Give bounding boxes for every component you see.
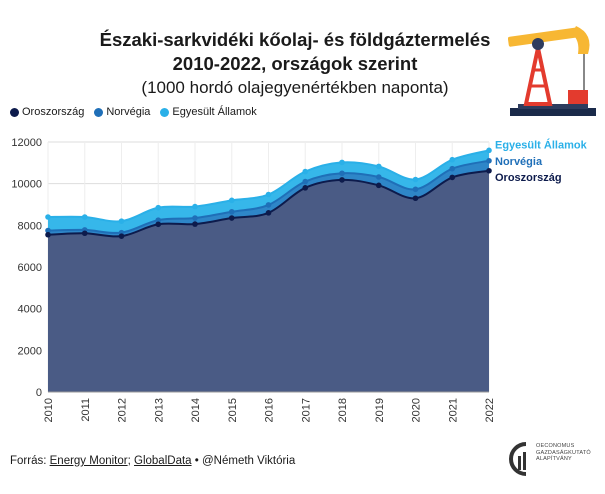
point-russia-2021	[449, 174, 456, 181]
point-usa-2021	[449, 156, 456, 163]
source-author: • @Németh Viktória	[194, 455, 296, 467]
x-tick-label: 2012	[117, 398, 129, 422]
oil-pump-icon	[508, 26, 596, 116]
point-usa-2010	[45, 214, 51, 220]
source-link-globaldata[interactable]: GlobalData	[134, 455, 192, 467]
point-usa-2019	[375, 163, 382, 170]
logo-line-1: OECONOMUS	[536, 443, 575, 449]
chart-subtitle: 2010-2022, országok szerint	[172, 53, 418, 74]
point-usa-2014	[192, 203, 198, 210]
logo-text: OECONOMUS GAZDASÁGKUTATÓ ALAPÍTVÁNY	[536, 443, 591, 463]
point-usa-2017	[302, 168, 309, 175]
legend-label-usa: Egyesült Államok	[172, 106, 257, 118]
chart-canvas: 0 2000 4000 6000 8000 10000 12000 2010 2011 2012 2…	[11, 137, 588, 422]
legend-item-norway: Norvégia	[94, 106, 150, 118]
x-tick-label: 2016	[264, 398, 276, 422]
point-russia-2016	[265, 210, 272, 216]
legend-dot-russia	[10, 107, 19, 117]
legend-label-russia: Oroszország	[22, 106, 85, 118]
chart-title: Északi-sarkvidéki kőolaj- és földgázterm…	[99, 29, 491, 50]
point-russia-2015	[228, 215, 235, 221]
point-russia-2013	[155, 221, 162, 228]
y-tick-label: 0	[36, 387, 42, 399]
point-russia-2019	[375, 182, 382, 189]
y-tick-label: 6000	[18, 262, 42, 274]
point-usa-2012	[118, 218, 125, 224]
point-norway-2022	[486, 157, 492, 164]
point-norway-2017	[302, 178, 309, 185]
chart-title-block: Északi-sarkvidéki kőolaj- és földgázterm…	[60, 28, 530, 99]
point-usa-2016	[265, 191, 272, 198]
end-label-norway: Norvégia	[495, 156, 543, 168]
point-russia-2022	[486, 167, 492, 174]
point-russia-2012	[118, 233, 125, 239]
point-norway-2018	[339, 170, 345, 177]
end-label-usa: Egyesült Államok	[495, 138, 588, 151]
logo-line-2: GAZDASÁGKUTATÓ	[536, 449, 591, 456]
point-norway-2014	[192, 215, 198, 221]
point-russia-2018	[339, 177, 345, 183]
chart-legend: Oroszország Norvégia Egyesült Államok	[10, 106, 257, 118]
source-prefix: Forrás:	[10, 455, 47, 467]
x-tick-label: 2017	[300, 398, 312, 422]
end-label-russia: Oroszország	[495, 172, 562, 184]
point-usa-2022	[486, 147, 492, 154]
logo-line-3: ALAPÍTVÁNY	[536, 456, 572, 462]
point-norway-2015	[228, 208, 235, 215]
oeconomus-logo-icon	[509, 442, 527, 476]
x-tick-label: 2021	[447, 398, 459, 422]
point-usa-2020	[412, 176, 419, 183]
point-russia-2017	[302, 185, 309, 191]
point-usa-2013	[155, 204, 162, 211]
legend-dot-norway	[94, 107, 104, 117]
point-norway-2020	[412, 186, 419, 193]
x-tick-label: 2015	[227, 398, 239, 422]
x-tick-label: 2010	[43, 398, 55, 422]
legend-label-norway: Norvégia	[106, 106, 151, 118]
x-tick-label: 2011	[80, 398, 92, 422]
source-link-energy-monitor[interactable]: Energy Monitor	[49, 455, 128, 467]
point-usa-2015	[228, 197, 235, 204]
x-tick-label: 2019	[374, 398, 386, 422]
legend-item-usa: Egyesült Államok	[160, 106, 257, 118]
legend-dot-usa	[160, 107, 170, 117]
chart-unit: (1000 hordó olajegyenértékben naponta)	[141, 78, 449, 97]
source-line: Forrás: Energy Monitor; GlobalData • @Né…	[10, 455, 295, 467]
point-norway-2016	[265, 202, 272, 208]
point-russia-2010	[45, 231, 51, 238]
y-tick-label: 8000	[18, 220, 42, 232]
x-tick-label: 2014	[190, 398, 202, 422]
x-tick-label: 2018	[337, 398, 349, 422]
y-tick-label: 4000	[18, 304, 42, 316]
point-norway-2021	[449, 165, 456, 172]
point-russia-2011	[81, 230, 88, 237]
point-norway-2019	[375, 174, 382, 180]
legend-item-russia: Oroszország	[10, 106, 84, 118]
source-separator: ;	[127, 455, 131, 467]
point-russia-2014	[192, 221, 198, 227]
point-usa-2018	[339, 159, 345, 166]
x-tick-label: 2020	[411, 398, 423, 422]
x-tick-label: 2013	[153, 398, 165, 422]
point-usa-2011	[81, 214, 88, 220]
point-russia-2020	[412, 195, 419, 202]
point-norway-2013	[155, 217, 162, 223]
x-tick-label: 2022	[484, 398, 496, 422]
y-tick-label: 12000	[11, 137, 42, 149]
point-norway-2010	[45, 227, 51, 234]
y-tick-label: 2000	[18, 345, 42, 357]
y-tick-label: 10000	[11, 179, 42, 191]
